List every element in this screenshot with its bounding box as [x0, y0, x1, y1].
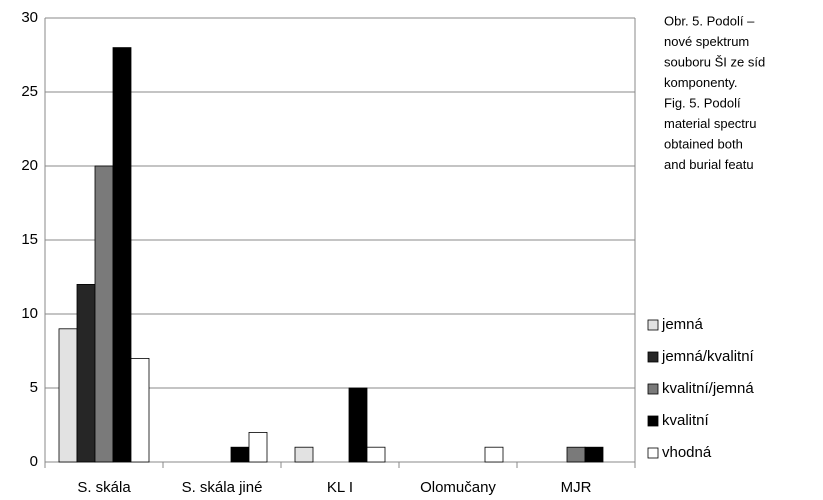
y-tick-label: 10 — [21, 305, 38, 322]
y-tick-label: 30 — [21, 9, 38, 26]
y-tick-label: 20 — [21, 157, 38, 174]
bar — [76, 283, 96, 463]
bar — [348, 387, 368, 463]
x-tick-label: MJR — [561, 479, 592, 496]
legend-label: vhodná — [662, 444, 712, 461]
y-tick-label: 5 — [30, 379, 38, 396]
legend-label: kvalitní/jemná — [662, 380, 754, 397]
y-tick-label: 25 — [21, 83, 38, 100]
bar — [112, 47, 132, 463]
caption-line: komponenty. — [664, 75, 737, 90]
caption-line: nové spektrum — [664, 34, 749, 49]
bar — [484, 446, 504, 463]
legend-swatch — [647, 383, 659, 395]
bar — [58, 328, 78, 463]
bar — [566, 446, 586, 463]
bar — [366, 446, 386, 463]
legend-swatch — [647, 415, 659, 427]
x-tick-label: KL I — [327, 479, 353, 496]
caption-line: Fig. 5. Podolí — [664, 95, 741, 110]
x-tick-label: S. skála — [77, 479, 131, 496]
caption-line: Obr. 5. Podolí – — [664, 13, 755, 28]
caption-line: material spectru — [664, 116, 756, 131]
legend-label: jemná/kvalitní — [661, 348, 755, 365]
y-tick-label: 15 — [21, 231, 38, 248]
legend-swatch — [647, 319, 659, 331]
legend-swatch — [647, 351, 659, 363]
bar — [230, 446, 250, 463]
bar — [248, 431, 268, 463]
y-tick-label: 0 — [30, 453, 38, 470]
bar — [584, 446, 604, 463]
caption-line: and burial featu — [664, 157, 754, 172]
bar — [94, 165, 114, 463]
x-tick-label: Olomučany — [420, 479, 496, 496]
legend-label: jemná — [661, 316, 704, 333]
x-tick-label: S. skála jiné — [182, 479, 263, 496]
legend-swatch — [647, 447, 659, 459]
bar — [294, 446, 314, 463]
bar — [130, 357, 150, 463]
caption-line: obtained both — [664, 136, 743, 151]
legend-label: kvalitní — [662, 412, 710, 429]
caption-line: souboru ŠI ze síd — [664, 54, 765, 69]
